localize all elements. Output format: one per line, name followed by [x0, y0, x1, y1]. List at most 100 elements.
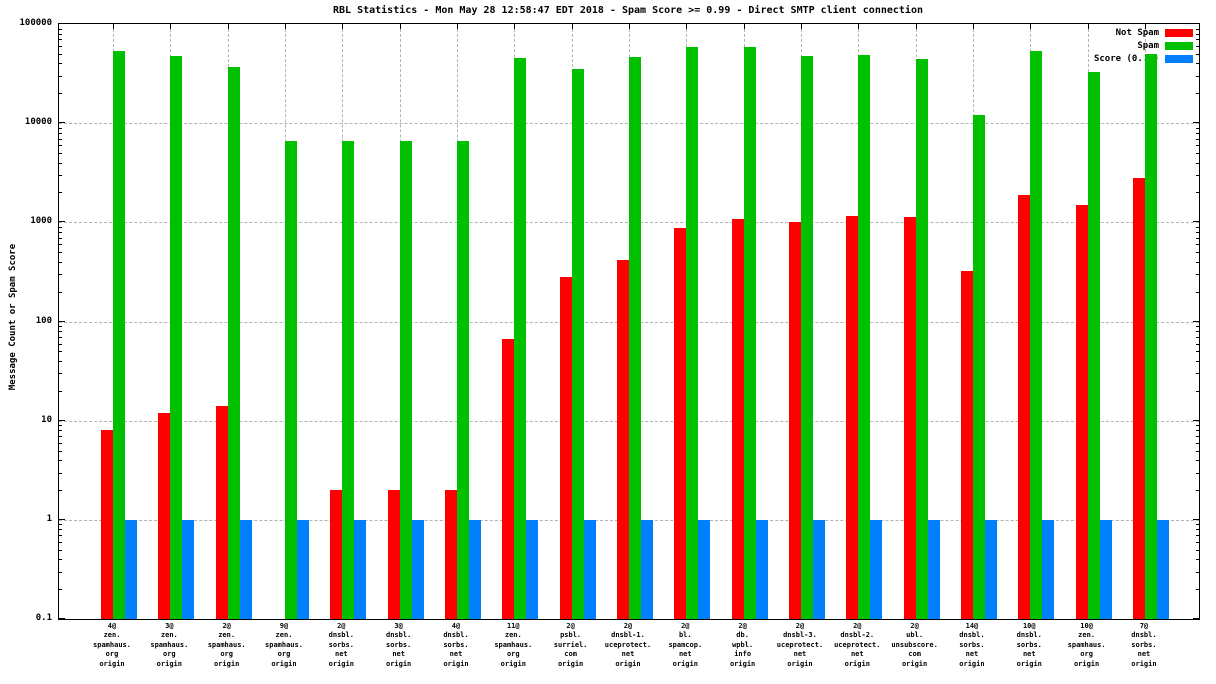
y-tick-label: 0.1	[35, 613, 52, 623]
x-category-label-line: dnsbl.	[1016, 631, 1042, 640]
y-minor-tick	[1196, 93, 1199, 95]
x-category-label-line: 3@	[394, 622, 403, 630]
x-category-label-line: net	[621, 650, 635, 659]
y-minor-tick	[59, 63, 62, 65]
x-category-label-line: org	[220, 650, 233, 659]
bar-score-0-1-	[927, 519, 940, 619]
y-minor-tick	[59, 252, 62, 254]
y-major-tick	[59, 320, 65, 322]
y-minor-tick	[1196, 549, 1199, 551]
legend-swatch	[1165, 41, 1193, 50]
bar-not-spam	[158, 412, 171, 619]
x-tick	[1144, 24, 1146, 29]
y-tick-label: 10000	[24, 117, 52, 128]
y-minor-tick	[59, 430, 62, 432]
y-minor-tick	[1196, 450, 1199, 452]
x-category-label-line: spamhaus.	[150, 640, 189, 649]
y-minor-tick	[1196, 360, 1199, 362]
x-category-label-line: 2@	[623, 622, 633, 630]
bar-spam	[227, 67, 240, 619]
x-category-label-line: origin	[787, 659, 813, 668]
y-minor-tick	[1196, 145, 1199, 147]
y-minor-tick	[1196, 244, 1199, 246]
y-minor-tick	[1196, 390, 1199, 392]
y-minor-tick	[1196, 226, 1199, 228]
y-minor-tick	[59, 39, 62, 41]
x-category-label-line: zen.	[504, 631, 522, 640]
legend-label: Not Spam	[1115, 27, 1159, 38]
x-category-label-line: org	[277, 650, 291, 659]
x-category-label-line: zen.	[275, 631, 293, 640]
x-tick	[342, 24, 344, 29]
plot-area: Not Spam Spam Score (0..1)	[58, 23, 1200, 620]
x-category-label-line: sorbs.	[328, 640, 354, 649]
x-category-label-line: 9@	[279, 622, 289, 630]
x-category-label-line: 2@	[795, 622, 805, 630]
legend-label: Spam	[1137, 40, 1159, 51]
bar-spam	[972, 115, 985, 619]
y-major-tick	[59, 618, 65, 619]
y-minor-tick	[1196, 138, 1199, 140]
y-minor-tick	[1196, 39, 1199, 41]
y-minor-tick	[59, 589, 62, 591]
y-major-tick	[1193, 23, 1199, 24]
x-category-label-line: dnsbl.	[959, 631, 985, 640]
x-category-label-line: origin	[1073, 659, 1100, 668]
bar-score-0-1-	[1156, 519, 1169, 619]
y-minor-tick	[59, 336, 62, 338]
y-minor-tick	[1196, 261, 1199, 263]
y-minor-tick	[59, 132, 62, 134]
y-minor-tick	[59, 226, 62, 228]
x-category-label-line: 2@	[566, 622, 575, 630]
x-category-label-line: zen.	[103, 631, 121, 640]
y-minor-tick	[1196, 430, 1199, 432]
x-category-label-line: net	[334, 650, 348, 659]
x-category-label-line: origin	[156, 659, 182, 668]
bar-score-0-1-	[583, 519, 596, 619]
y-minor-tick	[1196, 162, 1199, 164]
y-minor-tick	[59, 529, 62, 531]
x-tick	[743, 24, 745, 29]
y-minor-tick	[59, 460, 62, 462]
y-minor-tick	[59, 489, 62, 491]
x-category-label-line: net	[793, 650, 807, 659]
bar-score-0-1-	[239, 519, 252, 619]
x-category-label-line: 2@	[681, 622, 690, 630]
x-category-label-line: origin	[844, 659, 870, 668]
y-minor-tick	[1196, 33, 1199, 35]
x-category-label-line: net	[678, 650, 692, 659]
x-tick	[858, 24, 860, 29]
y-major-tick	[1193, 518, 1199, 520]
x-category-label-line: 2@	[738, 622, 747, 630]
x-category-label-line: sorbs.	[1016, 640, 1042, 649]
x-category-label-line: net	[1137, 650, 1151, 659]
x-category-label-line: 2@	[337, 622, 346, 630]
x-category-label-line: org	[1080, 650, 1093, 659]
bar-score-0-1-	[984, 519, 997, 619]
y-minor-tick	[59, 326, 62, 328]
y-minor-tick	[59, 33, 62, 35]
y-minor-tick	[59, 53, 62, 55]
y-minor-tick	[1196, 472, 1199, 474]
y-minor-tick	[1196, 326, 1199, 328]
y-minor-tick	[1196, 436, 1199, 438]
legend-row: Spam	[1094, 39, 1193, 52]
x-category-label-line: 10@	[1080, 622, 1093, 630]
bar-score-0-1-	[125, 519, 137, 619]
x-category-label: 2@ zen. spamhaus. org origin	[182, 622, 272, 669]
y-minor-tick	[59, 261, 62, 263]
x-category-label-line: origin	[385, 659, 412, 668]
x-category-label: 7@ dnsbl. sorbs. net origin	[1099, 622, 1189, 669]
x-category-label-line: net	[449, 650, 463, 659]
x-category-label-line: origin	[1016, 659, 1042, 668]
x-category-label-line: sorbs.	[959, 640, 985, 649]
y-minor-tick	[59, 75, 62, 77]
x-category-label-line: origin	[271, 659, 297, 668]
bar-spam	[399, 141, 412, 619]
x-category-label-line: origin	[729, 659, 756, 668]
y-minor-tick	[59, 192, 62, 194]
y-tick-label: 10	[41, 414, 52, 425]
x-category-label-line: origin	[328, 659, 354, 668]
x-category-label-line: dnsbl-1.	[611, 631, 645, 640]
